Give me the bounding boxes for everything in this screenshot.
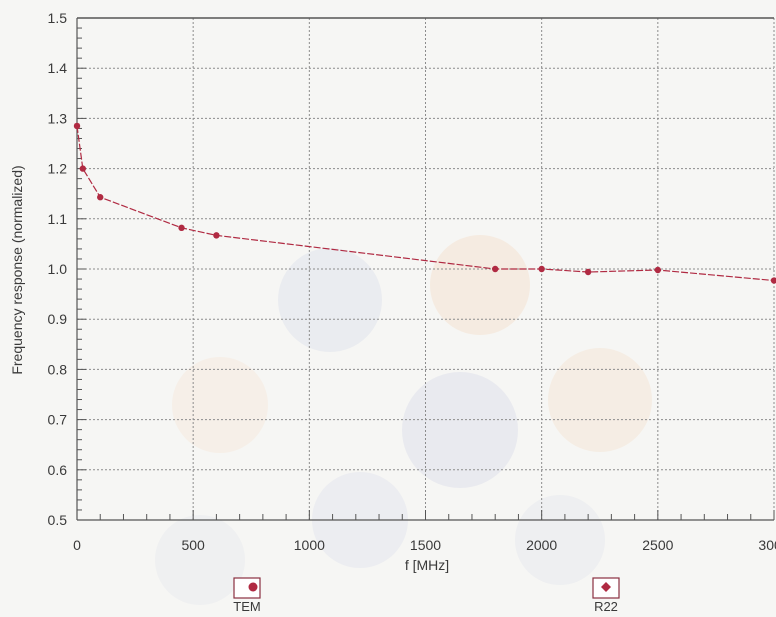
y-tick-label: 1.4 (48, 60, 68, 76)
x-axis-label: f [MHz] (405, 557, 449, 573)
data-point (538, 265, 545, 273)
y-tick-label: 1.2 (48, 161, 68, 177)
data-point (770, 277, 776, 284)
x-tick-label: 2500 (642, 537, 673, 553)
x-tick-label: 0 (73, 537, 81, 553)
y-tick-label: 1.5 (48, 10, 68, 26)
axes-layer (76, 17, 775, 521)
series-line (76, 125, 775, 282)
data-point (178, 224, 185, 232)
data-point (97, 194, 104, 201)
x-tick-label: 3000 (758, 537, 776, 553)
y-tick-label: 1.0 (48, 261, 68, 277)
x-tick-label: 1000 (294, 537, 325, 553)
y-tick-label: 0.5 (48, 512, 68, 528)
y-tick-label: 0.8 (48, 361, 68, 377)
legend-label: R22 (594, 599, 618, 614)
legend-label: TEM (233, 599, 260, 614)
tick-labels: 0.5 0.6 0.7 0.8 0.9 1.0 1.1 1.2 1.3 1.4 1.5 0 500 100… (48, 10, 776, 553)
y-tick-label: 0.7 (48, 412, 68, 428)
x-tick-label: 2000 (526, 537, 557, 553)
data-point (213, 232, 220, 239)
legend-circle-marker (248, 582, 258, 592)
y-tick-label: 1.1 (48, 211, 68, 227)
series-layer (73, 122, 776, 284)
data-point (654, 266, 662, 274)
data-point (79, 165, 87, 172)
data-point (584, 268, 592, 276)
legend-diamond-marker (601, 582, 611, 592)
data-point (73, 122, 81, 130)
x-tick-label: 1500 (410, 537, 441, 553)
x-tick-label: 500 (181, 537, 205, 553)
y-tick-label: 1.3 (48, 110, 68, 126)
data-point (492, 265, 499, 273)
y-tick-label: 0.9 (48, 311, 68, 327)
watermark-decoration (155, 235, 652, 605)
y-tick-label: 0.6 (48, 462, 68, 478)
legend: TEM R22 (233, 577, 620, 614)
y-axis-label: Frequency response (normalized) (9, 165, 25, 374)
